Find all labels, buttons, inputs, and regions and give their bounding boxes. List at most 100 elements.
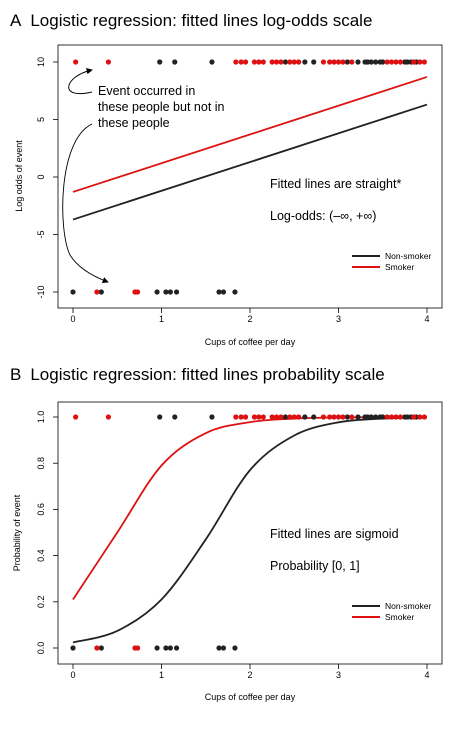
x-tick-label: 2	[247, 314, 252, 324]
point-nonsmoker-no-event	[163, 645, 168, 650]
point-nonsmoker-no-event	[232, 289, 237, 294]
point-smoker-event	[233, 414, 238, 419]
point-smoker-no-event	[94, 289, 99, 294]
point-nonsmoker-event	[380, 414, 385, 419]
point-smoker-event	[296, 59, 301, 64]
point-smoker-event	[422, 414, 427, 419]
point-smoker-event	[270, 414, 275, 419]
point-smoker-event	[278, 59, 283, 64]
x-tick-label: 4	[424, 314, 429, 324]
point-smoker-event	[252, 59, 257, 64]
point-nonsmoker-event	[345, 59, 350, 64]
point-smoker-event	[233, 59, 238, 64]
point-smoker-event	[349, 414, 354, 419]
point-smoker-event	[239, 59, 244, 64]
point-smoker-event	[417, 59, 422, 64]
panel-a-y-ticks: -10 -5 0 5 10	[36, 57, 58, 299]
point-smoker-event	[256, 414, 261, 419]
panel-a-title: A Logistic regression: fitted lines log-o…	[10, 11, 372, 30]
panel-a-x-ticks: 0 1 2 3 4	[70, 308, 429, 324]
point-nonsmoker-no-event	[221, 645, 226, 650]
point-nonsmoker-event	[355, 414, 360, 419]
panel-a-fitted-lines	[73, 77, 427, 220]
point-smoker-event	[274, 414, 279, 419]
point-smoker-no-event	[135, 289, 140, 294]
y-tick-label: 0.4	[36, 549, 46, 562]
x-tick-label: 0	[70, 314, 75, 324]
point-smoker-event	[398, 59, 403, 64]
x-tick-label: 1	[159, 670, 164, 680]
point-nonsmoker-no-event	[174, 289, 179, 294]
point-smoker-event	[252, 414, 257, 419]
point-smoker-event	[331, 414, 336, 419]
point-nonsmoker-no-event	[99, 289, 104, 294]
panel-b-legend-nonsmoker: Non-smoker	[385, 601, 431, 611]
point-nonsmoker-event	[302, 59, 307, 64]
panel-a-event-annotation-line3: these people	[98, 116, 170, 130]
x-tick-label: 2	[247, 670, 252, 680]
point-smoker-no-event	[94, 645, 99, 650]
point-nonsmoker-no-event	[174, 645, 179, 650]
point-nonsmoker-no-event	[70, 289, 75, 294]
point-nonsmoker-event	[209, 59, 214, 64]
point-smoker-event	[278, 414, 283, 419]
point-nonsmoker-event	[345, 414, 350, 419]
point-nonsmoker-event	[283, 414, 288, 419]
point-nonsmoker-event	[311, 414, 316, 419]
point-smoker-event	[321, 414, 326, 419]
point-smoker-event	[336, 59, 341, 64]
panel-a-event-annotation-line2: these people but not in	[98, 100, 225, 114]
point-nonsmoker-event	[302, 414, 307, 419]
panel-a-legend-smoker: Smoker	[385, 262, 414, 272]
point-nonsmoker-no-event	[154, 289, 159, 294]
panel-b-legend: Non-smoker Smoker	[352, 601, 431, 622]
panel-b-title: B Logistic regression: fitted lines proba…	[10, 365, 385, 384]
point-nonsmoker-no-event	[168, 645, 173, 650]
point-smoker-event	[274, 59, 279, 64]
panel-a-x-axis-label: Cups of coffee per day	[205, 337, 296, 347]
panel-a-note-logodds: Log-odds: (–∞, +∞)	[270, 209, 376, 223]
point-smoker-event	[393, 414, 398, 419]
y-tick-label: 5	[36, 117, 46, 122]
point-smoker-event	[243, 59, 248, 64]
y-tick-label: 1.0	[36, 411, 46, 424]
point-nonsmoker-no-event	[216, 645, 221, 650]
point-smoker-event	[261, 414, 266, 419]
panel-a-arrow-down	[63, 124, 108, 282]
point-smoker-event	[389, 59, 394, 64]
panel-a-note-straight: Fitted lines are straight*	[270, 177, 401, 191]
point-nonsmoker-event	[157, 59, 162, 64]
point-smoker-event	[393, 59, 398, 64]
point-nonsmoker-no-event	[70, 645, 75, 650]
point-smoker-event	[292, 414, 297, 419]
point-smoker-event	[321, 59, 326, 64]
point-nonsmoker-event	[369, 59, 374, 64]
point-smoker-event	[389, 414, 394, 419]
point-smoker-event	[336, 414, 341, 419]
point-nonsmoker-no-event	[163, 289, 168, 294]
y-tick-label: 0.6	[36, 503, 46, 516]
point-smoker-event	[261, 59, 266, 64]
point-smoker-event	[411, 59, 416, 64]
panel-b-note-probability: Probability [0, 1]	[270, 559, 360, 573]
point-smoker-event	[73, 414, 78, 419]
point-nonsmoker-no-event	[221, 289, 226, 294]
point-nonsmoker-event	[283, 59, 288, 64]
point-nonsmoker-no-event	[216, 289, 221, 294]
point-smoker-event	[292, 59, 297, 64]
point-smoker-event	[385, 59, 390, 64]
point-smoker-event	[239, 414, 244, 419]
point-smoker-event	[270, 59, 275, 64]
point-nonsmoker-event	[209, 414, 214, 419]
y-tick-label: 0.0	[36, 642, 46, 655]
panel-a-event-annotation-line1: Event occurred in	[98, 84, 195, 98]
point-smoker-event	[296, 414, 301, 419]
point-nonsmoker-no-event	[154, 645, 159, 650]
panel-a: A Logistic regression: fitted lines log-o…	[10, 11, 442, 347]
x-tick-label: 1	[159, 314, 164, 324]
y-tick-label: -10	[36, 285, 46, 298]
point-smoker-event	[106, 414, 111, 419]
point-nonsmoker-no-event	[99, 645, 104, 650]
panel-b-y-axis-label: Probability of event	[12, 494, 22, 571]
